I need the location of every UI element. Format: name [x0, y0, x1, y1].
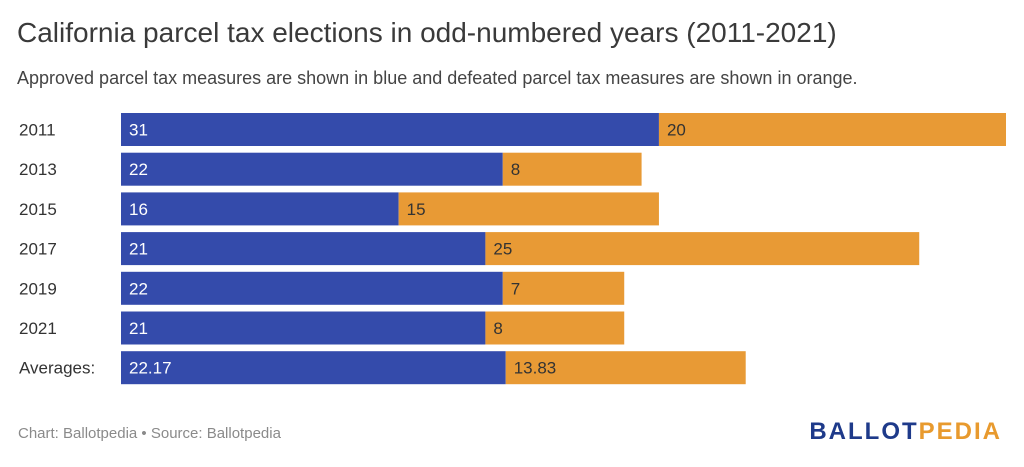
bar-defeated — [502, 152, 642, 186]
bar-defeated — [502, 271, 625, 305]
data-label-defeated: 8 — [493, 319, 502, 338]
source-credit: Source: Ballotpedia — [150, 425, 281, 442]
category-label: 2015 — [19, 200, 57, 219]
logo-part-pedia: PEDIA — [918, 418, 1002, 445]
bar-approved — [121, 192, 399, 226]
bar-defeated — [485, 232, 920, 266]
data-label-approved: 22 — [129, 160, 148, 179]
bar-approved — [121, 271, 503, 305]
data-label-defeated: 7 — [511, 279, 520, 298]
chart-subtitle: Approved parcel tax measures are shown i… — [17, 68, 858, 88]
bar-chart: 2011 31 20 2013 22 8 2015 16 15 2017 21 25 2019 22 7 20… — [19, 113, 1006, 385]
bar-approved — [121, 311, 486, 345]
chart-title: California parcel tax elections in odd-n… — [17, 17, 837, 48]
footer-separator: • — [137, 425, 151, 442]
data-label-defeated: 20 — [667, 121, 686, 140]
bar-defeated — [658, 113, 1006, 146]
data-label-approved: 16 — [129, 200, 148, 219]
bar-defeated — [398, 192, 659, 226]
category-label: Averages: — [19, 359, 95, 378]
bar-approved — [121, 232, 486, 266]
category-label: 2019 — [19, 279, 57, 298]
category-label: 2017 — [19, 240, 57, 259]
bar-approved — [121, 113, 659, 146]
ballotpedia-logo: BALLOTPEDIA — [809, 418, 1002, 446]
data-label-approved: 22.17 — [129, 359, 172, 378]
data-label-defeated: 15 — [407, 200, 426, 219]
category-label: 2021 — [19, 319, 57, 338]
data-label-approved: 21 — [129, 319, 148, 338]
bar-approved — [121, 351, 506, 385]
category-label: 2013 — [19, 160, 57, 179]
data-label-defeated: 13.83 — [514, 359, 557, 378]
data-label-defeated: 25 — [493, 240, 512, 259]
data-label-defeated: 8 — [511, 160, 520, 179]
category-label: 2011 — [19, 121, 56, 140]
bar-defeated — [485, 311, 625, 345]
data-label-approved: 21 — [129, 240, 148, 259]
data-label-approved: 22 — [129, 279, 148, 298]
data-label-approved: 31 — [129, 121, 148, 140]
chart-footer: Chart: Ballotpedia • Source: Ballotpedia — [18, 425, 281, 442]
logo-part-ballot: BALLOT — [809, 418, 919, 445]
bar-defeated — [505, 351, 746, 385]
chart-credit: Chart: Ballotpedia — [18, 425, 138, 442]
bar-approved — [121, 152, 503, 186]
